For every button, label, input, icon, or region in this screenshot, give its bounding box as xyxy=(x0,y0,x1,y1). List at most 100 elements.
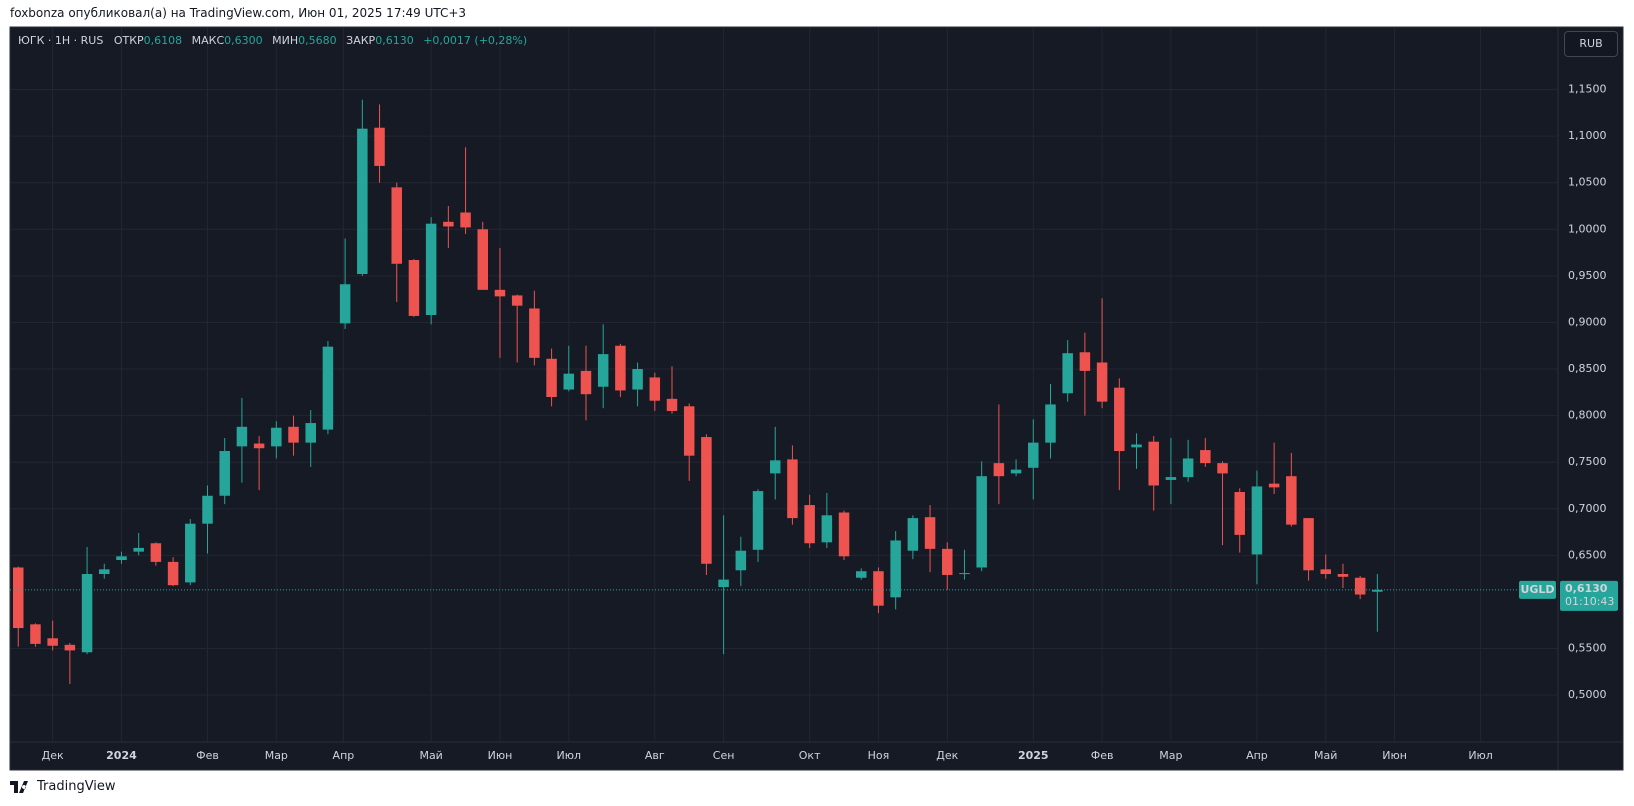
x-tick-label: Июл xyxy=(557,749,582,762)
candle-body xyxy=(959,573,970,575)
candle-body xyxy=(1045,404,1056,443)
candle-body xyxy=(511,295,523,306)
candle-body xyxy=(408,260,420,316)
x-tick-label: Июн xyxy=(488,749,513,762)
candle-body xyxy=(1182,458,1194,478)
x-tick-label: Май xyxy=(419,749,442,762)
candle-body xyxy=(907,518,919,551)
x-tick-label: Фев xyxy=(196,749,219,762)
ticker-tag xyxy=(1519,580,1556,599)
price-tag xyxy=(1560,580,1618,611)
y-tick-label: 0,8500 xyxy=(1568,362,1607,375)
y-tick-label: 0,9500 xyxy=(1568,269,1607,282)
candle-body xyxy=(546,358,557,397)
candle-body xyxy=(1148,441,1159,486)
candle-body xyxy=(13,567,24,629)
y-tick-label: 0,5000 xyxy=(1568,688,1607,701)
y-tick-label: 0,5500 xyxy=(1568,642,1607,655)
candle-body xyxy=(81,574,93,653)
candle-body xyxy=(30,624,41,644)
x-tick-label: Апр xyxy=(333,749,355,762)
x-tick-label: Ноя xyxy=(868,749,890,762)
x-tick-label: Дек xyxy=(936,749,958,762)
tv-logo xyxy=(10,780,28,793)
candle-body xyxy=(735,550,747,571)
candle-body xyxy=(769,460,781,474)
candle-body xyxy=(632,369,643,390)
candle-body xyxy=(649,377,661,401)
x-tick-label: Июл xyxy=(1468,749,1493,762)
candle-body xyxy=(1286,476,1297,525)
candle-body xyxy=(1354,577,1366,595)
candle-body xyxy=(1079,352,1091,371)
candle-body xyxy=(1062,353,1073,394)
candle-body xyxy=(873,571,884,606)
y-tick-label: 1,1500 xyxy=(1568,83,1607,96)
candle-body xyxy=(1114,387,1125,452)
candle-body xyxy=(253,443,265,449)
y-tick-label: 0,8000 xyxy=(1568,409,1607,422)
candle-body xyxy=(787,459,798,519)
x-tick-label: Авг xyxy=(645,749,665,762)
candle-body xyxy=(339,284,351,324)
x-tick-label: Мар xyxy=(265,749,288,762)
candle-body xyxy=(1303,518,1314,571)
candle-body xyxy=(1200,450,1211,464)
x-tick-label: Июн xyxy=(1382,749,1407,762)
y-tick-label: 1,0500 xyxy=(1568,176,1607,189)
candle-body xyxy=(425,223,437,315)
currency-button[interactable]: RUB xyxy=(1564,31,1618,57)
candle-body xyxy=(683,406,695,456)
candle-body xyxy=(1337,574,1349,577)
close-label: ЗАКР xyxy=(346,34,376,47)
candle-body xyxy=(1268,483,1280,488)
close-value: 0,6130 xyxy=(375,34,414,47)
change-value: +0,0017 (+0,28%) xyxy=(423,34,528,47)
candle-body xyxy=(133,547,144,552)
x-tick-label: Сен xyxy=(713,749,735,762)
candles xyxy=(10,99,1558,684)
candle-body xyxy=(236,426,248,447)
ticker-tag-label: UGLD xyxy=(1520,583,1554,596)
candle-body xyxy=(219,451,230,496)
x-tick-label: Окт xyxy=(799,749,821,762)
candle-body xyxy=(1372,589,1383,592)
symbol: ЮГК · 1Н · RUS xyxy=(18,34,104,47)
price-tag-value: 0,6130 xyxy=(1565,582,1608,595)
candle-body xyxy=(1165,477,1177,480)
candle-body xyxy=(838,512,850,557)
candle-body xyxy=(752,491,764,550)
y-tick-label: 1,1000 xyxy=(1568,129,1607,142)
high-value: 0,6300 xyxy=(224,34,263,47)
candle-body xyxy=(890,540,901,598)
x-tick-label: 2024 xyxy=(106,749,137,762)
candle-body xyxy=(855,571,867,578)
high-label: МАКС xyxy=(191,34,225,47)
candle-body xyxy=(443,221,454,227)
chart-background xyxy=(9,26,1624,771)
candle-body xyxy=(1320,569,1331,575)
candle-body xyxy=(477,229,489,290)
brand: TradingView xyxy=(37,779,116,794)
candle-body xyxy=(460,212,471,228)
symbol-legend: ЮГК · 1Н · RUS ОТКР0,6108 МАКС0,6300 МИН… xyxy=(18,34,533,47)
candle-body xyxy=(993,463,1005,477)
open-label: ОТКР xyxy=(113,34,144,47)
open-value: 0,6108 xyxy=(143,34,183,47)
axis-labels: 1,1500 1,1000 1,0500 1,0000 0,9500 0,9000 0,85… xyxy=(42,83,1618,762)
candle-body xyxy=(563,373,575,390)
candle-body xyxy=(288,426,299,443)
candle-body xyxy=(701,437,712,564)
candle-body xyxy=(976,476,987,568)
low-value: 0,5680 xyxy=(298,34,337,47)
candle-body xyxy=(305,423,316,443)
y-tick-label: 0,9000 xyxy=(1568,315,1607,328)
candle-body xyxy=(580,370,592,395)
candle-body xyxy=(374,127,385,166)
candle-body xyxy=(1131,444,1142,448)
candle-body xyxy=(597,354,609,387)
candle-body xyxy=(167,561,179,586)
low-label: МИН xyxy=(272,34,299,47)
candle-body xyxy=(99,569,110,575)
